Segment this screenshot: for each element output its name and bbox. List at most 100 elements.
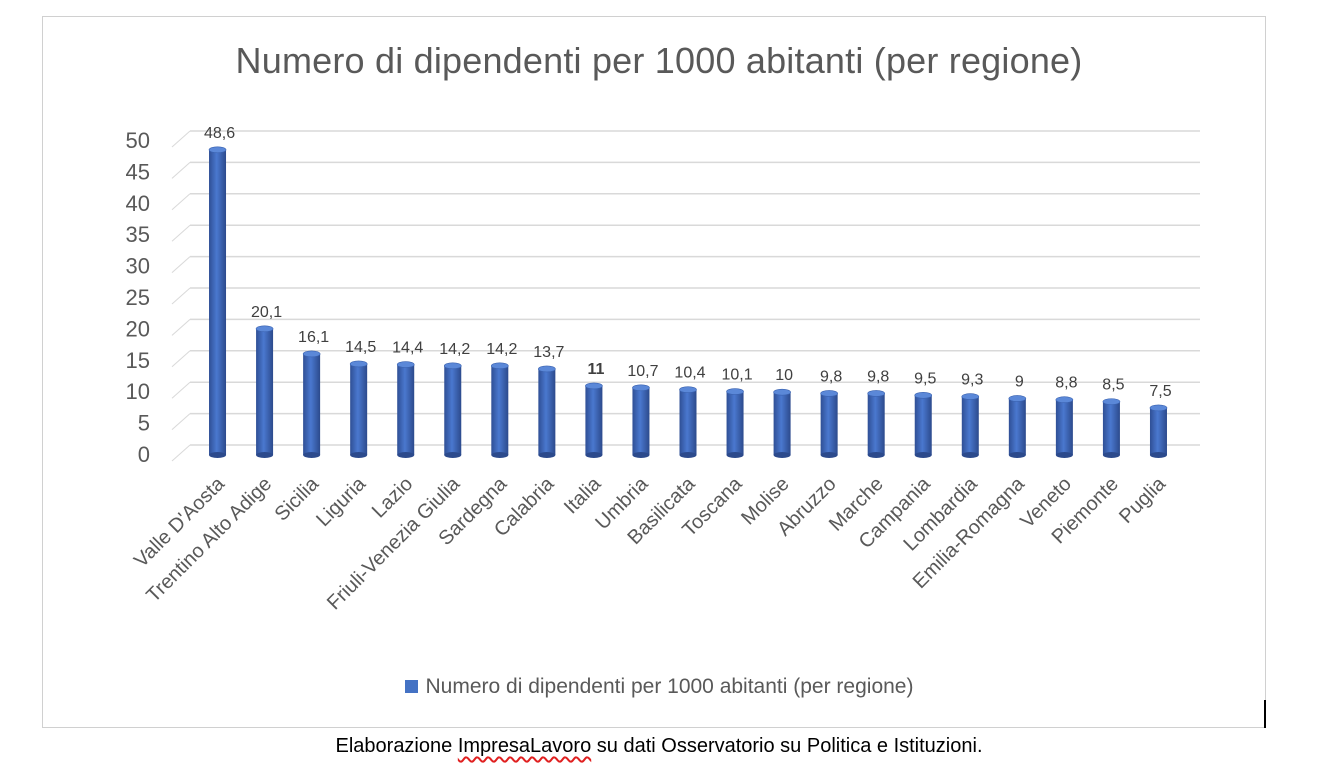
bar (961, 396, 979, 455)
y-tick-label: 25 (126, 285, 150, 310)
data-label: 9,3 (961, 372, 983, 389)
bar (209, 149, 227, 456)
bar-bottom-cap (1149, 452, 1167, 458)
bar-bottom-cap (350, 452, 368, 458)
data-label: 10,7 (627, 363, 658, 380)
bar-bottom-cap (1055, 452, 1073, 458)
data-label: 14,2 (439, 341, 470, 358)
data-label: 7,5 (1149, 383, 1171, 400)
bar-top-cap (1102, 398, 1121, 405)
caption-before: Elaborazione (335, 735, 458, 757)
bar-top-cap (773, 388, 791, 396)
bar (491, 365, 509, 455)
gridline-depth (171, 193, 191, 211)
bar-bottom-cap (209, 452, 227, 458)
bar (1008, 398, 1026, 455)
bar-top-cap (396, 361, 415, 368)
bar (914, 395, 932, 455)
bar-bottom-cap (632, 452, 650, 458)
data-label: 9,8 (820, 368, 842, 385)
bar-top-cap (726, 388, 744, 395)
bar-top-cap (867, 390, 885, 397)
bar-bottom-cap (538, 452, 556, 458)
bar-bottom-cap (914, 452, 932, 458)
chart-legend: Numero di dipendenti per 1000 abitanti (… (0, 675, 1318, 699)
bar (632, 387, 650, 455)
bar (303, 353, 321, 455)
x-tick-label: Puglia (1115, 472, 1170, 527)
y-tick-label: 30 (126, 254, 150, 279)
bar-bottom-cap (773, 452, 791, 458)
bar-top-cap (255, 325, 274, 333)
x-tick-label: Liguria (312, 472, 371, 531)
data-label: 10 (775, 367, 793, 384)
bar-top-cap (961, 393, 980, 400)
bar-bottom-cap (867, 452, 885, 458)
gridline-depth (171, 319, 191, 336)
bar (820, 393, 838, 455)
bar-top-cap (820, 390, 838, 397)
y-tick-label: 20 (126, 316, 150, 341)
y-tick-label: 45 (126, 159, 150, 184)
bar (773, 392, 791, 455)
bar-top-cap (208, 146, 227, 154)
y-tick-label: 5 (138, 411, 150, 436)
y-tick-label: 10 (126, 379, 150, 404)
bar-top-cap (1149, 404, 1168, 412)
chart-title: Numero di dipendenti per 1000 abitanti (… (235, 40, 1083, 81)
gridline-depth (171, 381, 191, 399)
bar-top-cap (1008, 395, 1027, 402)
bar-bottom-cap (961, 452, 979, 458)
y-tick-label: 35 (126, 222, 150, 247)
source-caption: Elaborazione ImpresaLavoro su dati Osser… (0, 735, 1318, 758)
gridline-depth (171, 350, 191, 368)
data-label: 9,8 (867, 368, 889, 385)
bar-top-cap (1055, 396, 1074, 404)
bar-bottom-cap (1008, 452, 1026, 458)
bar (444, 365, 462, 455)
bar (538, 368, 556, 455)
data-label: 14,5 (345, 339, 376, 356)
gridline-depth (171, 224, 191, 242)
gridline-depth (171, 162, 191, 179)
bar-bottom-cap (491, 452, 509, 458)
legend-swatch (404, 679, 418, 693)
data-label: 8,5 (1102, 377, 1124, 394)
bar (726, 391, 744, 455)
data-label: 14,4 (392, 340, 423, 357)
gridline-depth (171, 413, 191, 430)
bar (585, 385, 603, 455)
bar-top-cap (679, 386, 697, 393)
data-label: 9 (1015, 373, 1024, 390)
legend-label: Numero di dipendenti per 1000 abitanti (… (425, 675, 914, 698)
gridline-depth (171, 444, 191, 462)
bar (397, 364, 415, 455)
data-label: 9,5 (914, 370, 936, 387)
bar (256, 328, 274, 455)
data-label: 11 (587, 361, 604, 378)
gridline-depth (171, 256, 191, 273)
data-label: 48,6 (204, 125, 235, 142)
caption-after: su dati Osservatorio su Politica e Istit… (591, 735, 983, 757)
data-label: 10,1 (721, 367, 752, 384)
data-label: 14,2 (486, 341, 517, 358)
y-tick-label: 40 (126, 191, 150, 216)
y-tick-label: 15 (126, 348, 150, 373)
data-label: 8,8 (1055, 375, 1077, 392)
gridline-depth (171, 130, 191, 148)
data-label: 20,1 (251, 304, 282, 321)
bar-top-cap (914, 392, 933, 399)
bar-top-cap (491, 362, 509, 370)
bar-bottom-cap (679, 452, 697, 458)
bar (350, 363, 368, 455)
data-label: 13,7 (533, 344, 564, 361)
bar-top-cap (302, 350, 321, 358)
bar (1102, 401, 1120, 455)
bar (1055, 399, 1073, 455)
bar (679, 389, 697, 455)
bar-bottom-cap (256, 452, 274, 458)
bar-bottom-cap (397, 452, 415, 458)
y-tick-label: 0 (138, 442, 150, 467)
text-cursor (1264, 700, 1266, 728)
